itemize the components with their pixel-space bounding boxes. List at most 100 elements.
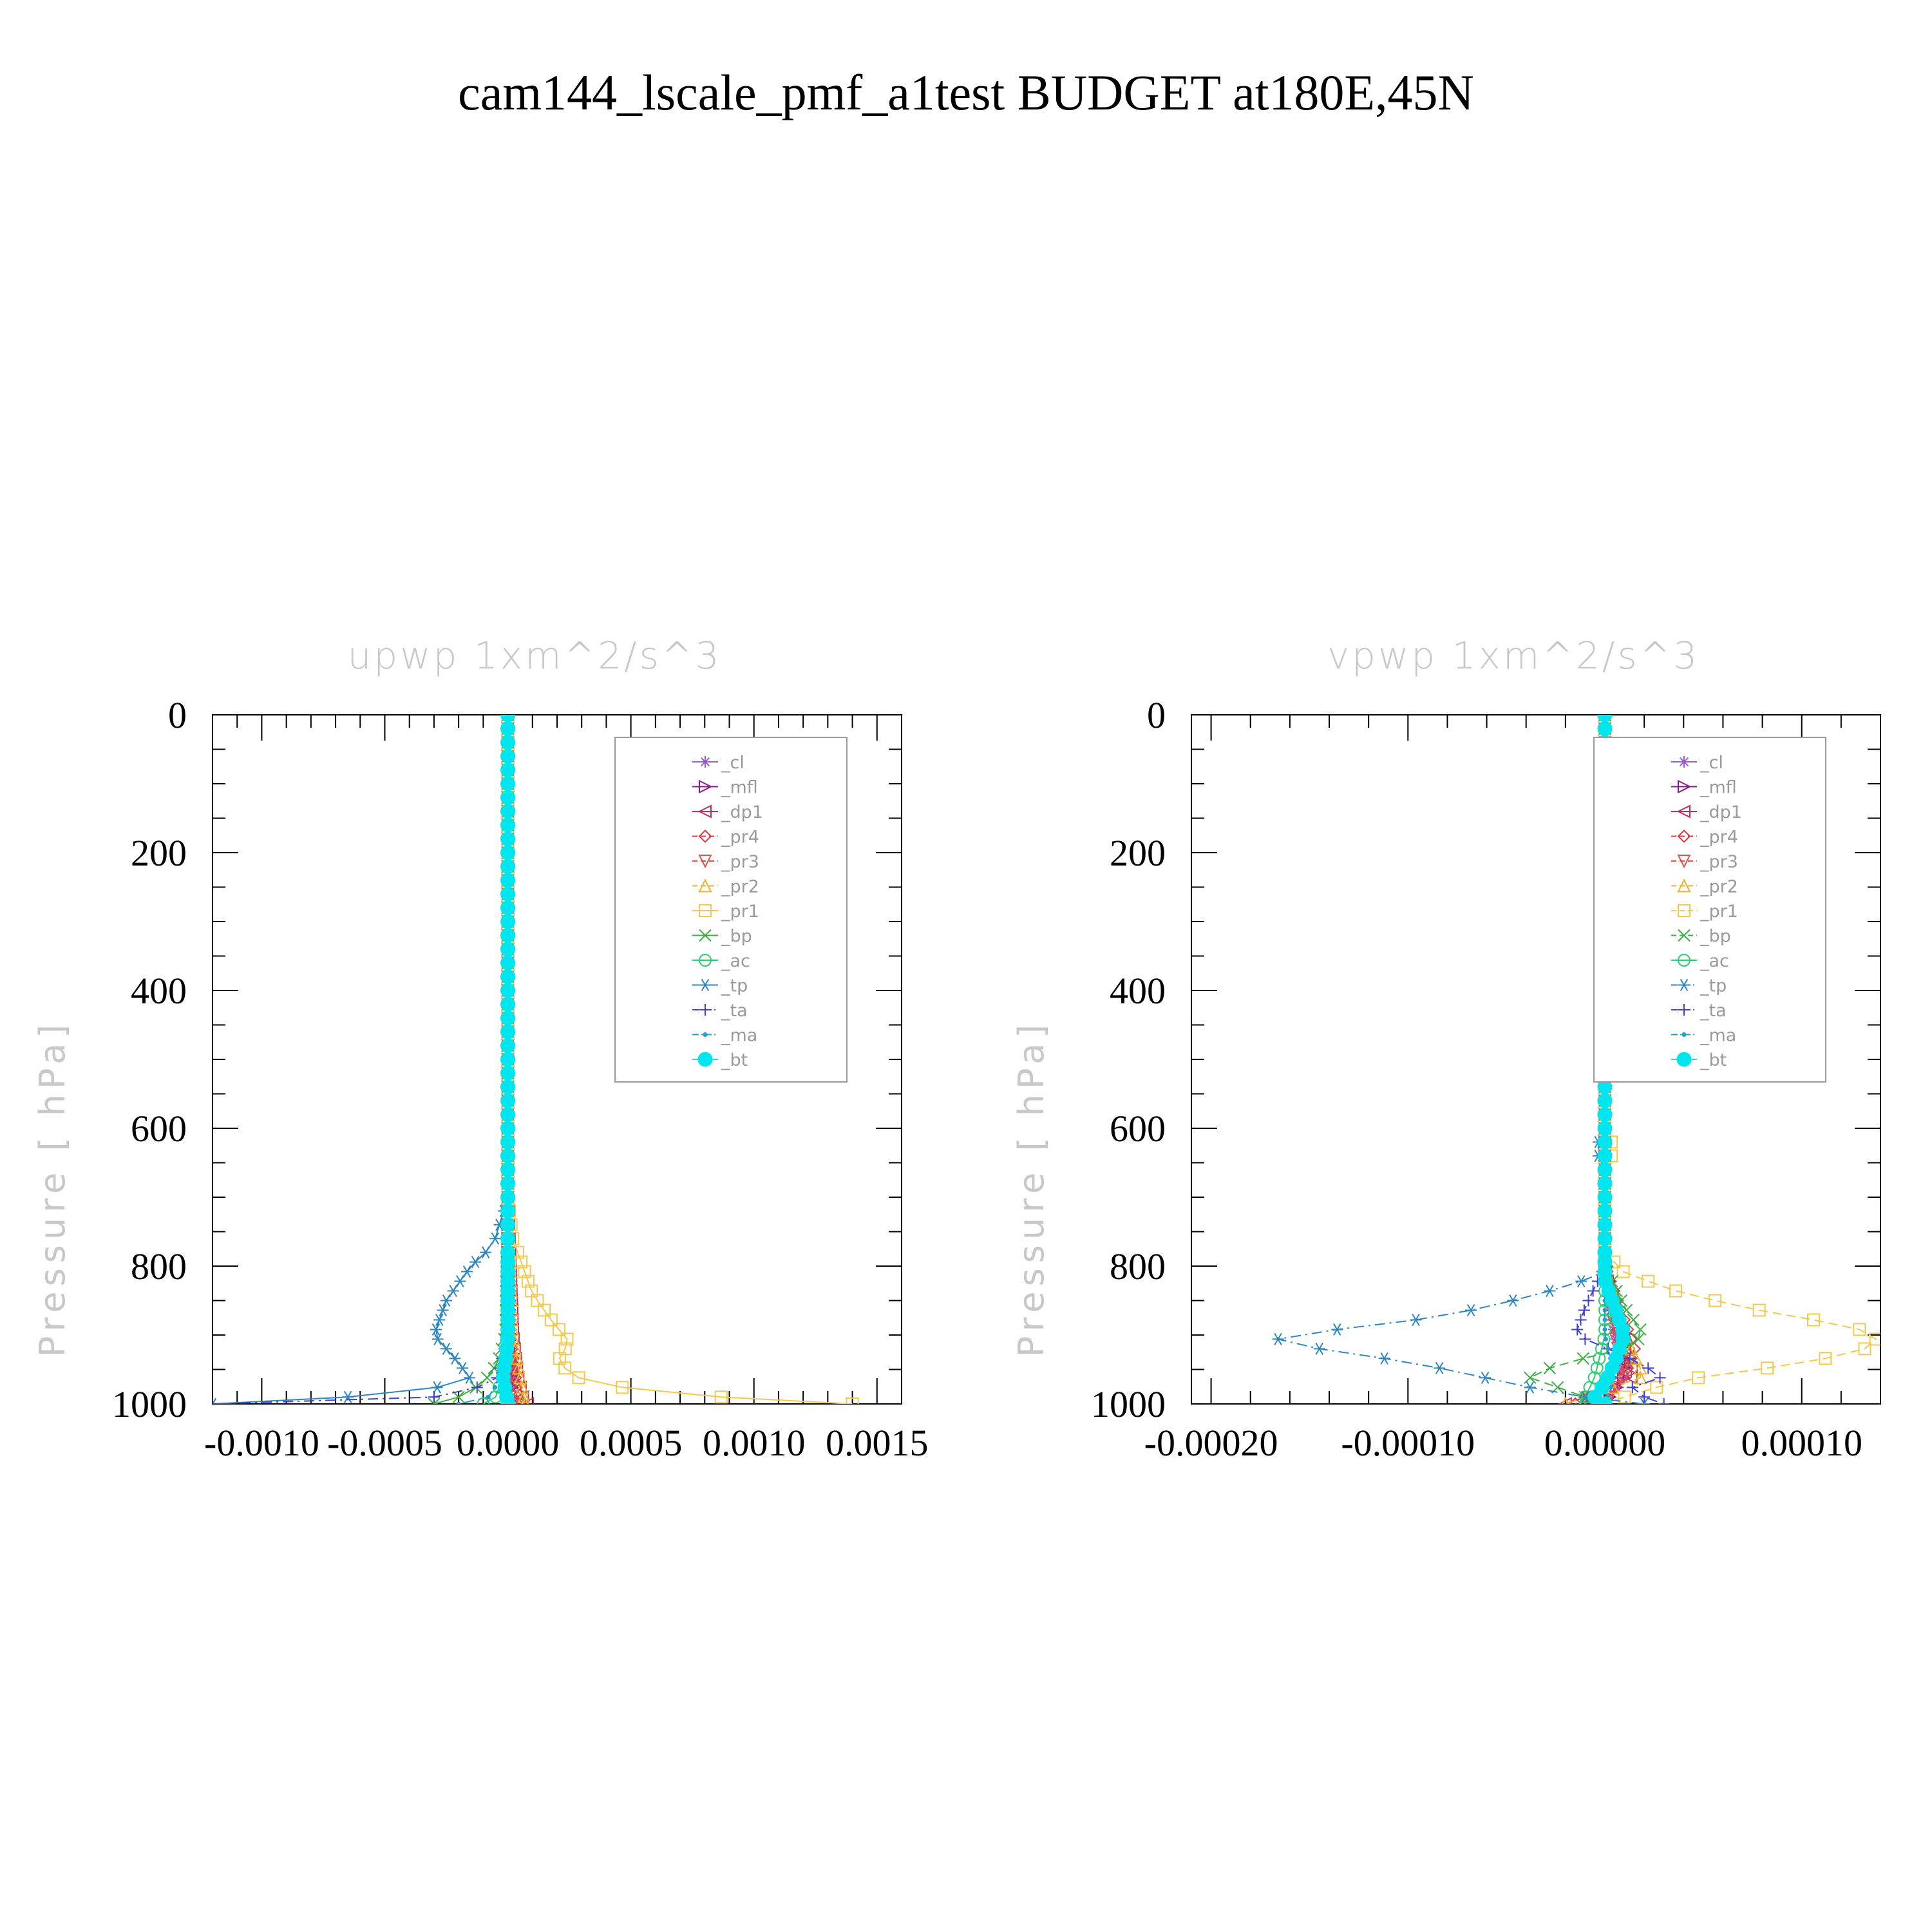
legend-item-mfl: _mfl	[1671, 778, 1737, 798]
point-bt	[1597, 1107, 1613, 1122]
point-tp	[440, 1342, 453, 1355]
legend-label: _ta	[721, 1001, 748, 1021]
point-tp	[1313, 1342, 1325, 1355]
legend-item-ma: _ma	[692, 1026, 757, 1046]
series-line-pr1	[1604, 715, 1877, 1404]
point-tp	[1331, 1323, 1343, 1336]
point-pr1	[515, 1255, 528, 1269]
legend-item-dp1: _dp1	[692, 802, 763, 822]
legend-marker	[1681, 1032, 1687, 1037]
y-tick-label: 600	[131, 1108, 187, 1150]
point-tp	[449, 1352, 461, 1365]
point-pr3	[1616, 1371, 1631, 1385]
x-tick-label: 0.00010	[1741, 1422, 1862, 1464]
legend-marker	[1677, 855, 1691, 869]
vpwp-panel: vpwp 1xm^2/s^3 Pressure [ hPa] 0 200 400 600 8…	[1011, 634, 1881, 1464]
point-ta	[1571, 1323, 1584, 1336]
point-bt	[1597, 1396, 1613, 1404]
point-tp	[1479, 1371, 1492, 1384]
legend-item-pr2: _pr2	[1671, 877, 1738, 897]
point-bt	[500, 1203, 516, 1218]
point-tp	[1465, 1303, 1477, 1316]
point-ta	[1654, 1372, 1666, 1384]
point-bt	[500, 1231, 516, 1246]
point-bt	[500, 776, 516, 791]
point-bt	[1597, 1121, 1613, 1136]
point-tp	[469, 1256, 482, 1269]
legend-item-bt: _bt	[692, 1050, 748, 1070]
point-pr1	[1807, 1313, 1821, 1327]
point-bt	[1597, 1217, 1613, 1233]
point-pr2	[1624, 1341, 1638, 1356]
y-tick-label: 200	[131, 832, 187, 874]
point-pr1	[518, 1265, 531, 1278]
point-tp	[461, 1265, 473, 1278]
point-pr4	[1620, 1361, 1634, 1375]
series-bt	[495, 715, 516, 1404]
x-tick-label: 0.0015	[826, 1422, 929, 1464]
point-bt	[1597, 1093, 1613, 1108]
point-bt	[1597, 1231, 1613, 1246]
legend: _cl _mfl _dp1 _pr4 _pr3 _pr2 _pr1 _bp _ac _tp _ta _…	[1593, 737, 1826, 1083]
point-ta	[471, 1381, 483, 1394]
y-tick-label: 800	[1110, 1245, 1166, 1287]
legend-label: _dp1	[1700, 802, 1742, 822]
point-bt	[500, 886, 516, 902]
x-tick-label: -0.00020	[1144, 1422, 1278, 1464]
point-bp	[1632, 1332, 1645, 1346]
legend-label: _pr4	[721, 828, 759, 848]
point-tp	[454, 1275, 466, 1288]
legend-label: _ma	[721, 1026, 757, 1046]
x-tick-label: 0.00000	[1544, 1422, 1666, 1464]
point-bt	[500, 1024, 516, 1039]
point-tp	[1378, 1352, 1390, 1365]
point-pr1	[538, 1303, 551, 1317]
legend-marker	[1678, 954, 1690, 967]
y-tick-label: 600	[1110, 1108, 1166, 1150]
point-ta	[428, 1391, 440, 1403]
legend-label: _pr2	[1700, 877, 1738, 897]
y-tick-label: 1000	[112, 1383, 187, 1425]
legend-marker	[1678, 904, 1690, 917]
point-bt	[500, 762, 516, 778]
legend-item-bp: _bp	[692, 927, 752, 947]
point-bt	[500, 1107, 516, 1122]
point-bt	[500, 1093, 516, 1108]
point-ma	[1608, 1385, 1613, 1390]
legend-marker	[703, 1032, 708, 1037]
point-bp	[1524, 1371, 1537, 1385]
y-tick-label: 0	[1147, 694, 1166, 736]
legend-item-bt: _bt	[1671, 1050, 1727, 1070]
point-tp	[437, 1303, 449, 1316]
point-bt	[1597, 1203, 1613, 1218]
point-pr1	[1669, 1284, 1683, 1298]
point-bt	[500, 748, 516, 764]
y-tick-label: 400	[1110, 970, 1166, 1012]
legend-item-tp: _tp	[692, 976, 748, 996]
point-ac	[1593, 1352, 1606, 1365]
point-ta	[1587, 1285, 1599, 1297]
point-bt	[500, 1396, 516, 1404]
legend-marker	[698, 829, 712, 843]
point-bp	[428, 1397, 440, 1404]
point-ta	[1582, 1294, 1595, 1307]
point-bt	[500, 1148, 516, 1164]
x-tick-label: -0.0010	[204, 1422, 319, 1464]
point-pr1	[1616, 1265, 1630, 1278]
point-ta	[1579, 1333, 1591, 1345]
point-tp	[1638, 1397, 1651, 1404]
legend-item-pr4: _pr4	[692, 828, 759, 848]
legend-marker	[1678, 929, 1690, 942]
point-pr1	[714, 1390, 728, 1404]
point-pr1	[1869, 1332, 1880, 1346]
point-pr3	[1615, 1361, 1630, 1376]
legend-label: _ma	[1700, 1026, 1736, 1046]
y-tick-label: 1000	[1091, 1383, 1166, 1425]
legend-item-pr4: _pr4	[1671, 828, 1738, 848]
point-ma	[493, 1385, 498, 1390]
point-ta	[1658, 1398, 1670, 1404]
legend-marker	[699, 904, 712, 917]
point-ma	[1602, 1307, 1607, 1312]
legend-marker	[1677, 878, 1691, 893]
